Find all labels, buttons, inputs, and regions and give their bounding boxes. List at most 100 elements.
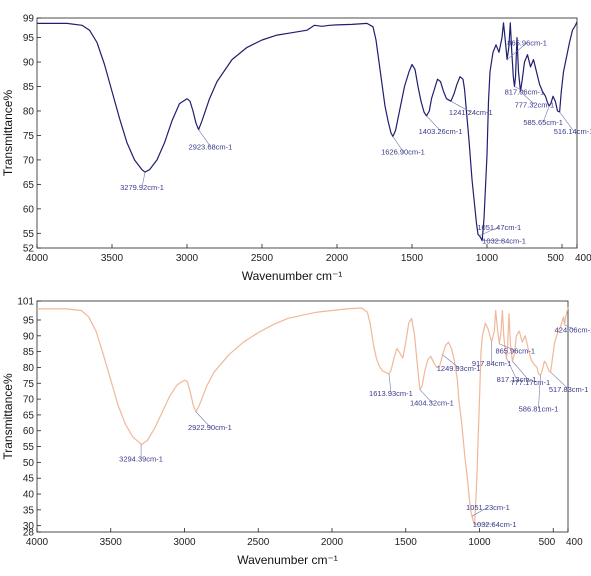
peak-label: 1404.32cm-1 xyxy=(410,399,454,408)
peak-label: 2922.90cm-1 xyxy=(188,423,232,432)
y-tick-label: 90 xyxy=(23,58,35,69)
peak-label: 517.83cm-1 xyxy=(549,385,589,394)
peak-leader-line xyxy=(442,354,459,369)
peak-label: 865.96cm-1 xyxy=(495,347,535,356)
y-tick-label: 95 xyxy=(23,315,35,326)
y-axis-label: Transmittance% xyxy=(1,373,15,460)
plot-frame xyxy=(36,300,569,533)
peak-label: 1403.26cm-1 xyxy=(419,127,463,136)
peak-label: 817.06cm-1 xyxy=(505,88,545,97)
peak-leader-line xyxy=(559,111,574,132)
peak-leader-line xyxy=(514,86,525,92)
spectrum-line-1 xyxy=(37,21,578,242)
peak-label: 777.17cm-1 xyxy=(511,378,551,387)
spectrum-line-2 xyxy=(37,307,569,525)
x-axis-label: Wavenumber cm⁻¹ xyxy=(242,269,343,283)
peak-label: 817.13cm-1 xyxy=(497,375,537,384)
y-tick-label: 80 xyxy=(23,106,35,117)
peak-leader-line xyxy=(564,324,575,331)
x-tick-label: 3000 xyxy=(176,253,199,264)
y-tick-label: 55 xyxy=(23,229,35,240)
y-axis-label: Transmittance% xyxy=(1,90,15,177)
peak-leader-line xyxy=(506,357,517,380)
y-tick-label: 99 xyxy=(23,14,35,25)
peak-leader-line xyxy=(388,373,392,393)
x-tick-label: 1000 xyxy=(476,253,499,264)
x-tick-label: 3500 xyxy=(100,537,123,548)
y-tick-label: 60 xyxy=(23,204,35,215)
y-tick-label: 70 xyxy=(23,395,35,406)
y-tick-label: 55 xyxy=(23,442,35,453)
x-axis-label: Wavenumber cm⁻¹ xyxy=(237,553,338,567)
peak-leader-line xyxy=(542,105,550,123)
y-tick-label: 28 xyxy=(23,528,35,539)
peak-leader-line xyxy=(499,343,516,351)
peak-leader-line xyxy=(198,129,211,147)
y-tick-label: 85 xyxy=(23,347,35,358)
peak-label: 2923.68cm-1 xyxy=(189,143,233,152)
y-tick-label: 75 xyxy=(23,379,35,390)
peak-label: 1032.84cm-1 xyxy=(482,237,526,246)
y-tick-label: 75 xyxy=(23,131,35,142)
peak-label: 1051.47cm-1 xyxy=(477,223,521,232)
peak-leader-line xyxy=(392,136,404,152)
peak-label: 1626.90cm-1 xyxy=(381,147,425,156)
peak-label: 586.81cm-1 xyxy=(519,404,559,413)
y-tick-label: 60 xyxy=(23,426,35,437)
peak-label: 1613.93cm-1 xyxy=(369,389,413,398)
peak-label: 1051.23cm-1 xyxy=(466,503,510,512)
x-tick-label: 1500 xyxy=(395,537,418,548)
y-tick-label: 35 xyxy=(23,505,35,516)
y-tick-label: 85 xyxy=(23,82,35,93)
peak-leader-line xyxy=(520,91,535,105)
x-tick-label: 500 xyxy=(539,537,556,548)
x-tick-label: 2000 xyxy=(321,537,344,548)
x-tick-label: 2500 xyxy=(247,537,270,548)
peak-label: 424.06cm-1 xyxy=(555,326,591,335)
peak-leader-line xyxy=(538,375,541,409)
x-tick-label: 1000 xyxy=(468,537,491,548)
x-tick-label: 4000 xyxy=(26,253,49,264)
x-tick-label: 3500 xyxy=(101,253,124,264)
peak-label: 865.96cm-1 xyxy=(507,39,547,48)
peak-label: 1249.93cm-1 xyxy=(437,364,481,373)
peak-leader-line xyxy=(479,226,500,237)
y-tick-label: 65 xyxy=(23,180,35,191)
peak-label: 585.65cm-1 xyxy=(523,118,563,127)
y-tick-label: 50 xyxy=(23,458,35,469)
plot-frame xyxy=(36,17,578,249)
peak-label: 516.14cm-1 xyxy=(554,127,591,136)
peak-leader-line xyxy=(195,411,211,427)
peak-leader-line xyxy=(550,371,569,390)
peak-leader-line xyxy=(141,172,146,188)
peak-leader-line xyxy=(512,360,531,383)
x-tick-label: 500 xyxy=(547,253,564,264)
x-tick-label: 3000 xyxy=(173,537,196,548)
y-tick-label: 80 xyxy=(23,363,35,374)
y-tick-label: 70 xyxy=(23,155,35,166)
peak-leader-line xyxy=(471,506,489,517)
peak-label: 3279.92cm-1 xyxy=(120,183,164,192)
peak-leader-line xyxy=(419,389,433,403)
x-tick-label: 400 xyxy=(575,253,591,264)
x-tick-label: 1500 xyxy=(401,253,424,264)
peak-leader-line xyxy=(506,42,528,60)
peak-label: 1032.64cm-1 xyxy=(473,520,517,529)
peak-label: 3294.39cm-1 xyxy=(119,455,163,464)
y-tick-label: 40 xyxy=(23,490,35,501)
x-tick-label: 2000 xyxy=(326,253,349,264)
y-tick-label: 45 xyxy=(23,474,35,485)
peak-label: 777.32cm-1 xyxy=(515,100,555,109)
peak-label: 917.84cm-1 xyxy=(472,359,512,368)
x-tick-label: 4000 xyxy=(26,537,49,548)
y-tick-label: 65 xyxy=(23,410,35,421)
y-tick-label: 52 xyxy=(23,244,35,255)
peak-leader-line xyxy=(450,100,471,113)
y-tick-label: 30 xyxy=(23,521,35,532)
y-tick-label: 101 xyxy=(17,297,34,308)
x-tick-label: 400 xyxy=(566,537,583,548)
y-tick-label: 90 xyxy=(23,331,35,342)
